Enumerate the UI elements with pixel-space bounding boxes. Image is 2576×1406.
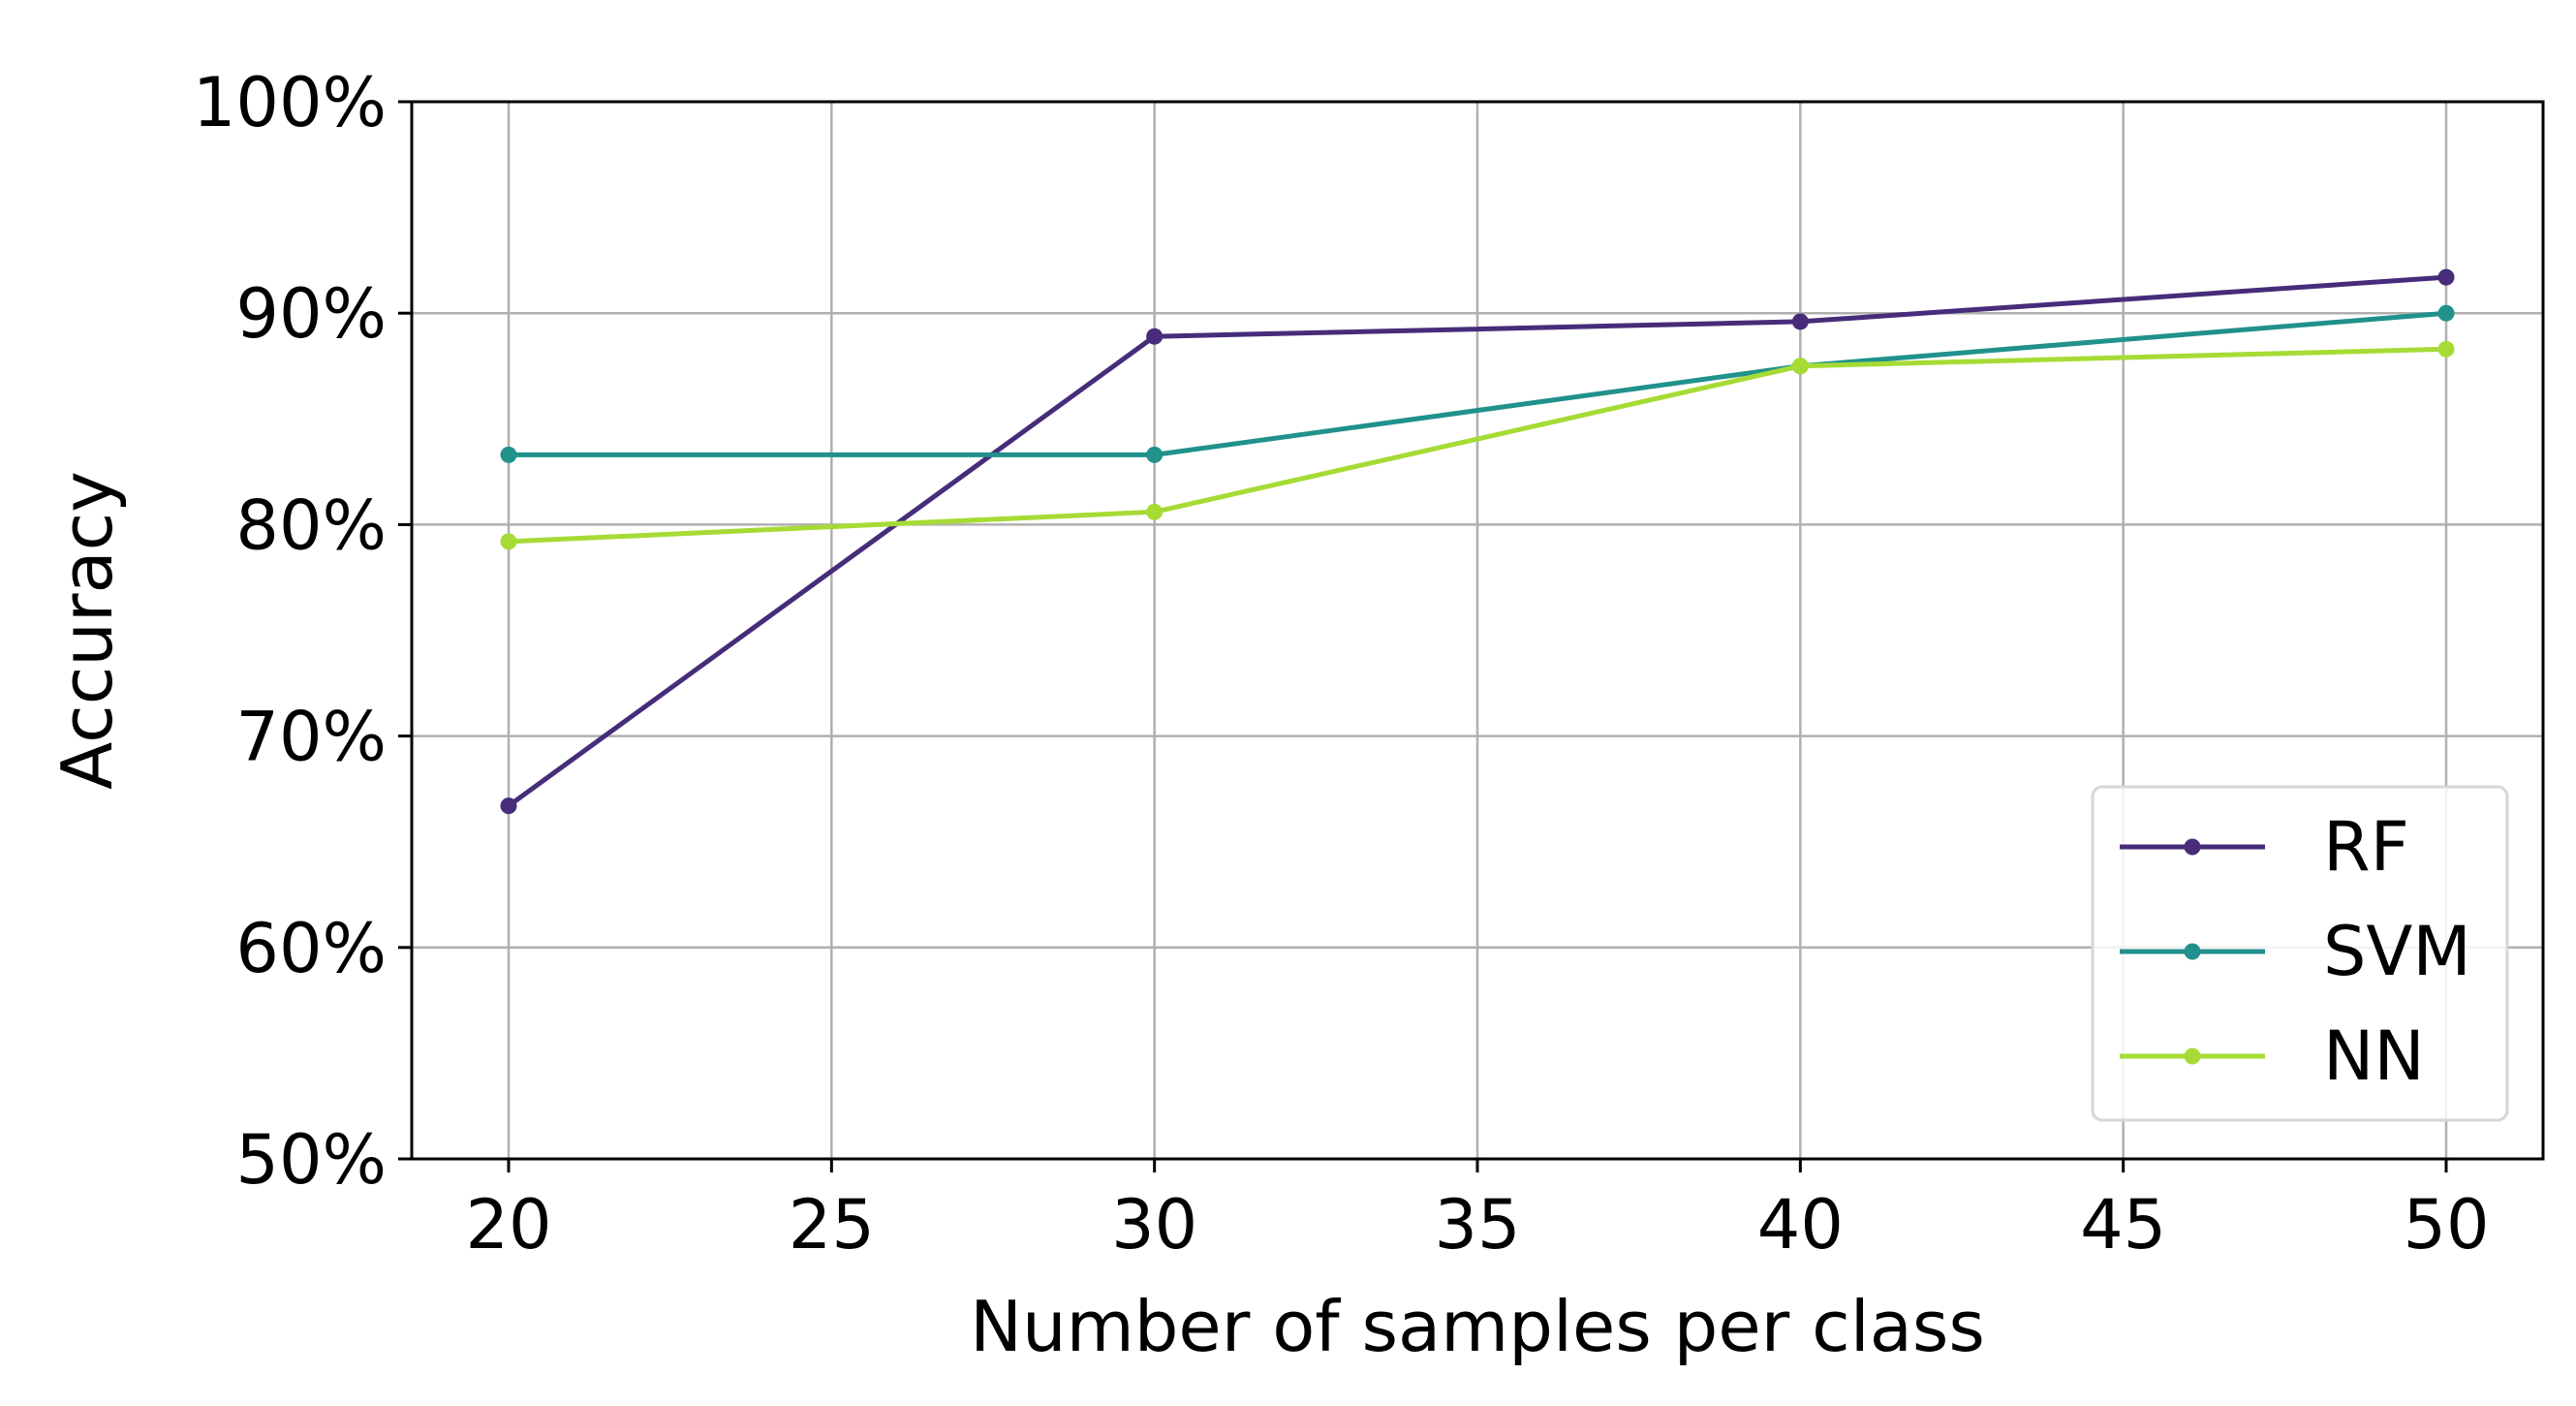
data-point	[500, 446, 517, 463]
legend-entry: RF	[2120, 807, 2409, 887]
legend-entry: SVM	[2120, 912, 2471, 991]
data-point	[2437, 304, 2455, 322]
series-nn	[500, 340, 2455, 550]
data-point	[1791, 358, 1809, 375]
x-tick-label: 35	[1434, 1185, 1520, 1265]
y-axis-label: Accuracy	[47, 471, 128, 790]
y-tick-label: 80%	[235, 485, 387, 565]
legend: RF SVM NN	[2091, 785, 2509, 1122]
legend-entry: NN	[2120, 1016, 2425, 1096]
legend-label: NN	[2323, 1016, 2425, 1096]
x-tick-label: 20	[465, 1185, 551, 1265]
legend-marker	[2184, 943, 2201, 960]
data-point	[2437, 268, 2455, 286]
y-tick-label: 70%	[235, 698, 387, 777]
y-tick-label: 60%	[235, 909, 387, 988]
x-tick-label: 30	[1111, 1185, 1197, 1265]
data-point	[1146, 446, 1164, 463]
legend-label: RF	[2323, 807, 2409, 887]
x-tick-label: 25	[789, 1185, 875, 1265]
x-axis-label: Number of samples per class	[970, 1286, 1985, 1367]
series-layer	[500, 268, 2455, 815]
y-tick-label: 90%	[235, 274, 387, 354]
data-point	[2437, 340, 2455, 358]
x-tick-label: 40	[1757, 1185, 1844, 1265]
legend-label: SVM	[2323, 912, 2471, 991]
legend-box	[2091, 785, 2509, 1122]
y-tick-label: 100%	[193, 63, 387, 142]
axis-ticks: 20 25 30 35 40 45 50 50% 60% 70% 80% 90% 100%	[193, 63, 2490, 1265]
x-tick-label: 45	[2080, 1185, 2166, 1265]
data-point	[500, 533, 517, 550]
series-rf	[500, 268, 2455, 815]
series-line	[508, 346, 2447, 545]
x-tick-label: 50	[2403, 1185, 2489, 1265]
legend-marker	[2184, 838, 2201, 856]
series-line	[509, 310, 2447, 457]
data-point	[500, 797, 517, 815]
y-tick-label: 50%	[235, 1120, 387, 1200]
data-point	[1791, 313, 1809, 330]
data-point	[1146, 503, 1164, 520]
data-point	[1146, 328, 1164, 345]
legend-marker	[2184, 1047, 2201, 1065]
series-line	[507, 274, 2447, 808]
